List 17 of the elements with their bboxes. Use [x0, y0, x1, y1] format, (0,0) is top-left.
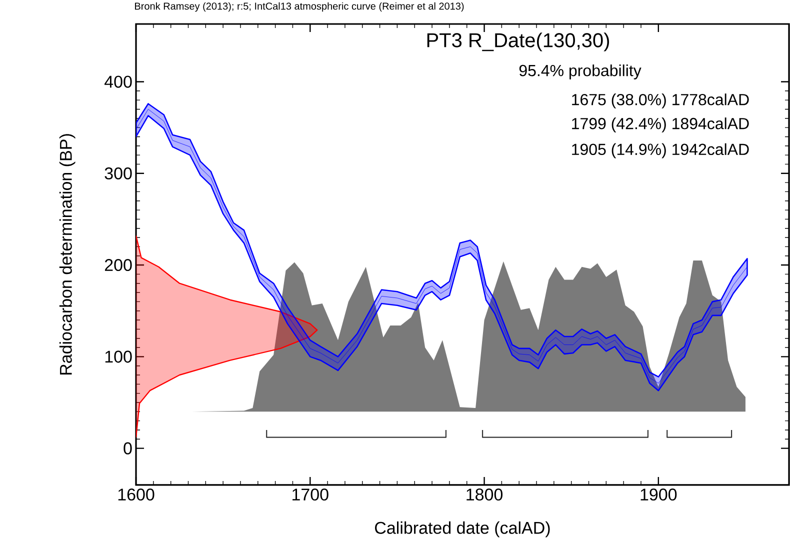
chart-title: PT3 R_Date(130,30) [427, 32, 610, 52]
x-tick-label: 1700 [292, 488, 328, 501]
x-tick-label: 1600 [118, 488, 154, 501]
y-tick-label: 200 [104, 259, 132, 272]
text: Bronk Ramsey (2013); r:5; IntCal13 atmospheric curve (Reimer et al 2013) [135, 2, 464, 12]
x-tick-label: 1800 [466, 488, 503, 501]
annotation: 1675 (38.0%) 1778calAD [572, 94, 749, 108]
x-tick-label: 1900 [640, 488, 677, 501]
y-tick-label: 400 [104, 76, 132, 88]
annotation: 1905 (14.9%) 1942calAD [572, 143, 749, 158]
annotation: 1799 (42.4%) 1894calAD [572, 117, 749, 132]
y-axis-title: Radiocarbon determination (BP) [59, 134, 76, 375]
annotation: 95.4% probability [519, 64, 642, 80]
x-axis-title: Calibrated date (calAD) [375, 521, 550, 538]
y-tick-label: 100 [105, 350, 132, 363]
y-tick-label: 300 [104, 167, 132, 180]
y-tick-label: 0 [124, 442, 132, 454]
